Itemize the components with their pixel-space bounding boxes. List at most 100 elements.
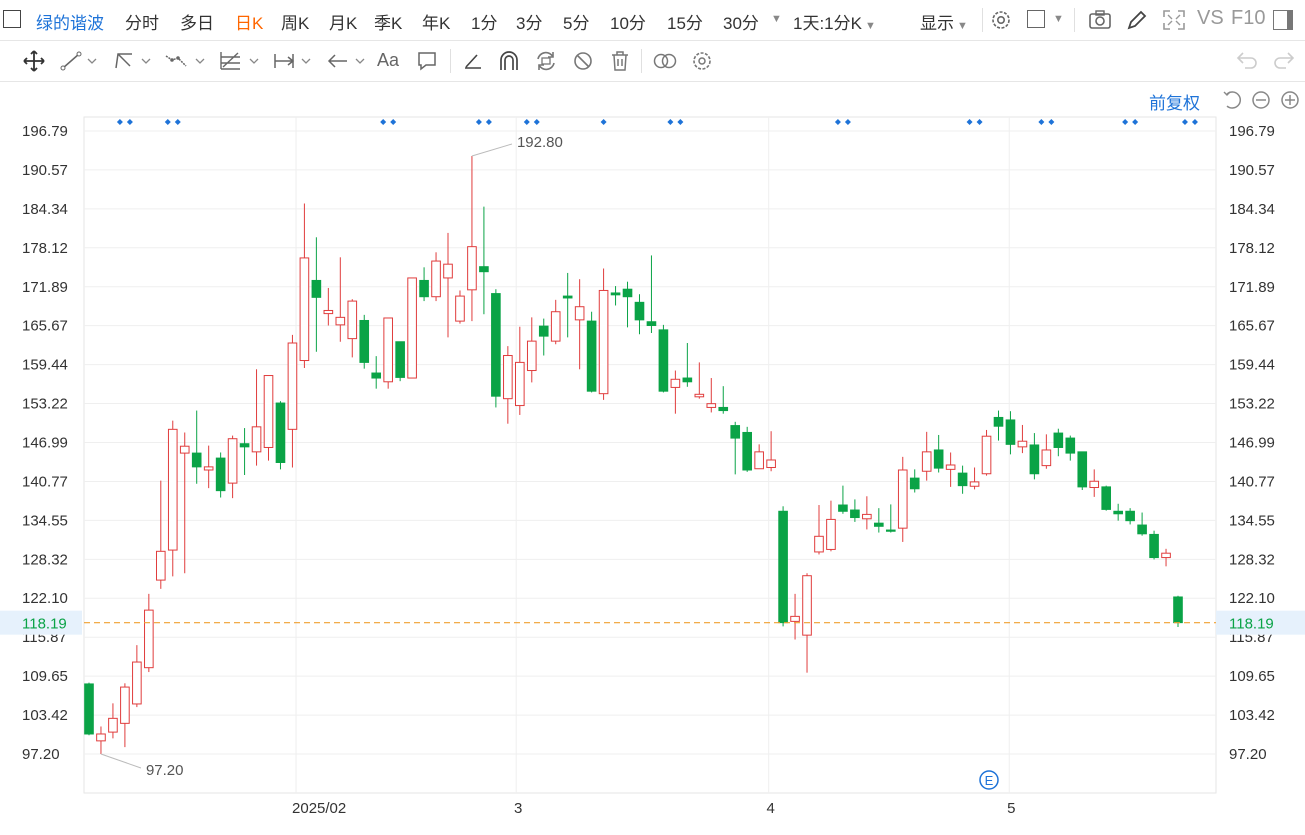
- range-select[interactable]: 1天:1分K ▼: [793, 9, 876, 34]
- divider: [450, 49, 451, 73]
- period-tab[interactable]: 日K: [235, 14, 264, 33]
- candle-body: [1005, 419, 1016, 445]
- candle-body: [395, 341, 405, 378]
- min-price-label: 97.20: [146, 762, 184, 779]
- arrow-icon[interactable]: [326, 50, 370, 72]
- candle-body: [275, 402, 286, 463]
- text-icon[interactable]: Aa: [377, 50, 400, 70]
- candle-body: [431, 260, 441, 298]
- measure-icon[interactable]: [272, 50, 316, 72]
- event-marker-diamond: [677, 119, 684, 125]
- candle-body: [84, 683, 94, 735]
- candle-body: [826, 518, 836, 550]
- event-marker-diamond: [390, 119, 397, 125]
- y-tick-label-right: 196.79: [1229, 123, 1275, 140]
- link-icon[interactable]: [652, 50, 678, 72]
- line-icon[interactable]: [60, 50, 100, 72]
- y-tick-label-right: 153.22: [1229, 396, 1275, 413]
- candle-body: [646, 321, 657, 326]
- candle-body: [538, 325, 549, 337]
- candle-body: [132, 661, 142, 705]
- period-tab[interactable]: 周K: [281, 14, 310, 33]
- magnet-icon[interactable]: [497, 49, 521, 73]
- zoom-out-icon[interactable]: [1250, 89, 1272, 111]
- period-tab[interactable]: 月K: [329, 14, 358, 33]
- camera-icon[interactable]: [1088, 9, 1112, 31]
- chevron-down-icon: ▼: [864, 20, 876, 32]
- candle-body: [550, 311, 561, 342]
- y-tick-label-right: 134.55: [1229, 512, 1275, 529]
- candle-body: [1017, 440, 1028, 448]
- plot-frame: [83, 116, 1217, 794]
- period-tab[interactable]: 10分: [610, 14, 646, 33]
- period-tab[interactable]: 季K: [374, 14, 403, 33]
- ruler-icon[interactable]: [462, 50, 484, 72]
- period-tab[interactable]: 15分: [667, 14, 703, 33]
- candle-body: [957, 472, 968, 487]
- chevron-down-icon[interactable]: ▼: [771, 13, 782, 25]
- x-tick-label: 5: [1007, 800, 1015, 817]
- candle-body: [311, 279, 322, 298]
- period-tab[interactable]: 30分: [723, 14, 759, 33]
- event-marker-diamond: [523, 119, 530, 125]
- window-icon[interactable]: [1273, 10, 1293, 30]
- redo-icon[interactable]: [1272, 50, 1296, 72]
- display-select[interactable]: 显示 ▼: [920, 9, 968, 34]
- sync-icon[interactable]: [534, 49, 558, 73]
- candle-body: [108, 717, 118, 733]
- candle-body: [993, 416, 1004, 427]
- candle-body: [969, 481, 980, 487]
- candle-body: [1113, 510, 1123, 515]
- y-tick-label-left: 140.77: [22, 473, 68, 490]
- sidebar-toggle-icon[interactable]: [3, 10, 21, 28]
- f10-button[interactable]: F10: [1231, 7, 1266, 29]
- min-leader-line: [100, 753, 142, 769]
- candle-body: [443, 263, 453, 279]
- fib-icon[interactable]: [218, 49, 262, 73]
- trash-icon[interactable]: [609, 49, 631, 73]
- fullscreen-icon[interactable]: [1162, 9, 1186, 31]
- event-marker-diamond: [533, 119, 540, 125]
- pencil-icon[interactable]: [1126, 9, 1148, 31]
- vs-button[interactable]: VS: [1197, 7, 1224, 29]
- candle-body: [359, 319, 370, 363]
- period-tab[interactable]: 1分: [471, 14, 498, 33]
- candle-body: [155, 550, 166, 581]
- period-tab[interactable]: 年K: [422, 14, 451, 33]
- y-tick-label-left: 153.22: [22, 396, 68, 413]
- event-marker-diamond: [126, 119, 133, 125]
- square-icon[interactable]: [1027, 10, 1045, 28]
- period-tab[interactable]: 3分: [516, 14, 543, 33]
- y-tick-label-right: 140.77: [1229, 473, 1275, 490]
- event-marker-diamond: [1191, 119, 1198, 125]
- candle-body: [981, 435, 992, 475]
- ray-icon[interactable]: [112, 50, 154, 72]
- y-tick-label-right: 97.20: [1229, 746, 1267, 763]
- y-tick-label-left: 103.42: [22, 707, 68, 724]
- candle-body: [239, 443, 250, 448]
- undo-icon[interactable]: [1235, 50, 1259, 72]
- period-tab[interactable]: 多日: [180, 14, 214, 33]
- top-toolbar: 绿的谐波 分时 多日 日K 周K 月K 季K 年K 1分 3分 5分 10分 15分 30分 ▼ 1天:1…: [0, 0, 1305, 41]
- candle-body: [658, 329, 669, 392]
- zoom-in-icon[interactable]: [1279, 89, 1301, 111]
- event-marker-diamond: [976, 119, 983, 125]
- period-tab[interactable]: 5分: [563, 14, 590, 33]
- polyline-icon[interactable]: [164, 50, 208, 72]
- candle-body: [933, 449, 944, 469]
- hide-icon[interactable]: [571, 49, 595, 73]
- candle-body: [144, 609, 154, 669]
- y-tick-label-left: 171.89: [22, 279, 68, 296]
- settings-icon[interactable]: [691, 50, 713, 72]
- candle-body: [167, 428, 178, 551]
- move-icon[interactable]: [22, 49, 46, 73]
- reset-icon[interactable]: [1222, 89, 1244, 111]
- comment-icon[interactable]: [416, 50, 438, 72]
- chevron-down-icon[interactable]: ▼: [1053, 13, 1064, 25]
- event-marker-diamond: [475, 119, 482, 125]
- event-marker-diamond: [1181, 119, 1188, 125]
- period-tab[interactable]: 分时: [125, 14, 159, 33]
- adjust-mode-label[interactable]: 前复权: [1149, 94, 1200, 113]
- gear-icon[interactable]: [990, 9, 1012, 31]
